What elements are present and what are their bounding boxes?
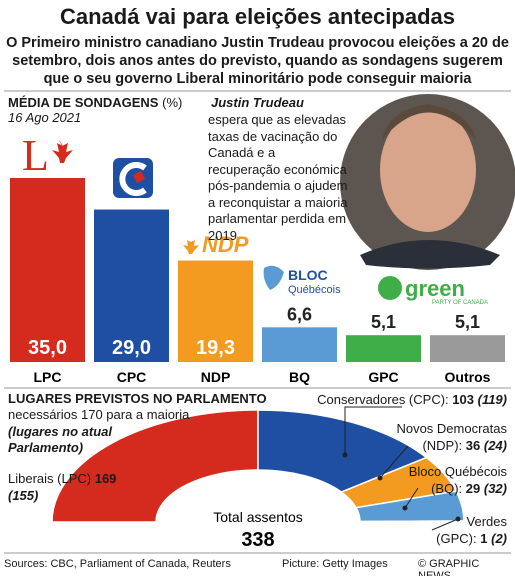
logo-text: NDP	[202, 232, 249, 257]
bar	[178, 260, 253, 362]
bar	[262, 327, 337, 362]
value-label: 6,6	[287, 304, 312, 324]
leader-dot	[342, 452, 348, 458]
date: 16 Ago 2021	[8, 110, 82, 125]
party-name: Novos Democratas (NDP):	[396, 421, 507, 453]
leader-line	[431, 518, 459, 531]
sources: Sources: CBC, Parliament of Canada, Reut…	[4, 558, 231, 570]
credit: © GRAPHIC NEWS	[418, 558, 480, 576]
seat-label: Bloco Québécois (BQ): 29 (32)	[391, 463, 507, 497]
leader-dot	[402, 505, 408, 511]
seat-value: 169	[94, 471, 117, 486]
value-label: 5,1	[371, 312, 396, 332]
x-tick-label: CPC	[117, 369, 147, 385]
total-value: 338	[241, 529, 274, 551]
seat-segment	[51, 409, 259, 523]
current-seats: (155)	[8, 488, 39, 503]
value-label: 19,3	[196, 337, 235, 359]
section-title: LUGARES PREVISTOS NO PARLAMENTO	[8, 391, 267, 406]
leader-dot	[377, 475, 383, 481]
logo-green: green PARTY OF CANADA	[378, 276, 488, 306]
current-seats: (2)	[491, 531, 507, 546]
x-tick-label: LPC	[34, 369, 62, 385]
bar	[430, 335, 505, 362]
picture-credit: Picture: Getty Images	[282, 558, 388, 570]
annotation-name: Justin Trudeau	[211, 95, 304, 110]
bar	[10, 178, 85, 362]
value-label: 5,1	[455, 312, 480, 332]
current-seats: (32)	[483, 481, 507, 496]
chart-title: MÉDIA DE SONDAGENS (%)	[8, 95, 182, 110]
seat-label: Verdes (GPC): 1 (2)	[423, 513, 507, 547]
logo-text: PARTY OF CANADA	[432, 300, 488, 306]
logo-text: BLOC	[288, 267, 328, 283]
logo-text: Québécois	[288, 284, 341, 296]
seat-value: 29	[465, 481, 481, 496]
party-name: Liberais (LPC)	[8, 471, 92, 486]
leader-line	[344, 406, 402, 455]
x-tick-label: NDP	[201, 369, 231, 385]
title: Canadá vai para eleições antecipadas	[60, 4, 455, 29]
bar	[346, 335, 421, 362]
photo	[340, 94, 515, 270]
party-name: Bloco Québécois (BQ):	[408, 464, 507, 496]
seat-segment	[359, 520, 465, 523]
annotation-text: espera que as elevadas taxas de vacinaçã…	[208, 112, 348, 243]
logo-ndp: NDP	[183, 232, 249, 257]
value-label: 29,0	[112, 337, 151, 359]
x-tick-label: GPC	[368, 369, 398, 385]
logo-bloc: BLOC Québécois	[263, 265, 341, 296]
logo-lpc: L	[22, 131, 73, 180]
value-label: 35,0	[28, 337, 67, 359]
subtitle: O Primeiro ministro canadiano Justin Tru…	[6, 35, 509, 87]
section-subtitle: necessários 170 para a maioria	[8, 407, 190, 422]
party-name: Verdes (GPC):	[436, 514, 507, 546]
seat-label: Conservadores (CPC): 103 (119)	[317, 391, 507, 408]
logo-cpc	[113, 158, 153, 198]
seat-label: Novos Democratas (NDP): 36 (24)	[389, 420, 507, 454]
seat-value: 36	[465, 438, 481, 453]
logo-text: green	[405, 276, 465, 301]
chart-title-text: MÉDIA DE SONDAGENS	[8, 95, 159, 110]
seat-value: 1	[480, 531, 488, 546]
total-label: Total assentos	[213, 509, 303, 525]
leader-dot	[455, 516, 461, 522]
bar	[94, 209, 169, 362]
logo-text: L	[22, 131, 49, 180]
party-name: Conservadores (CPC):	[317, 392, 449, 407]
leader-line	[379, 445, 409, 479]
note: (lugares no atual Parlamento)	[8, 424, 113, 455]
leader-line	[404, 487, 419, 509]
current-seats: (24)	[483, 438, 507, 453]
seat-value: 103	[452, 392, 474, 407]
unit: (%)	[162, 95, 183, 110]
maple-leaf	[52, 138, 73, 163]
x-tick-label: BQ	[289, 369, 310, 385]
seat-segment	[257, 409, 428, 493]
x-tick-label: Outros	[445, 369, 491, 385]
current-seats: (119)	[477, 392, 507, 407]
seat-label: Liberais (LPC) 169 (155)	[8, 470, 118, 504]
